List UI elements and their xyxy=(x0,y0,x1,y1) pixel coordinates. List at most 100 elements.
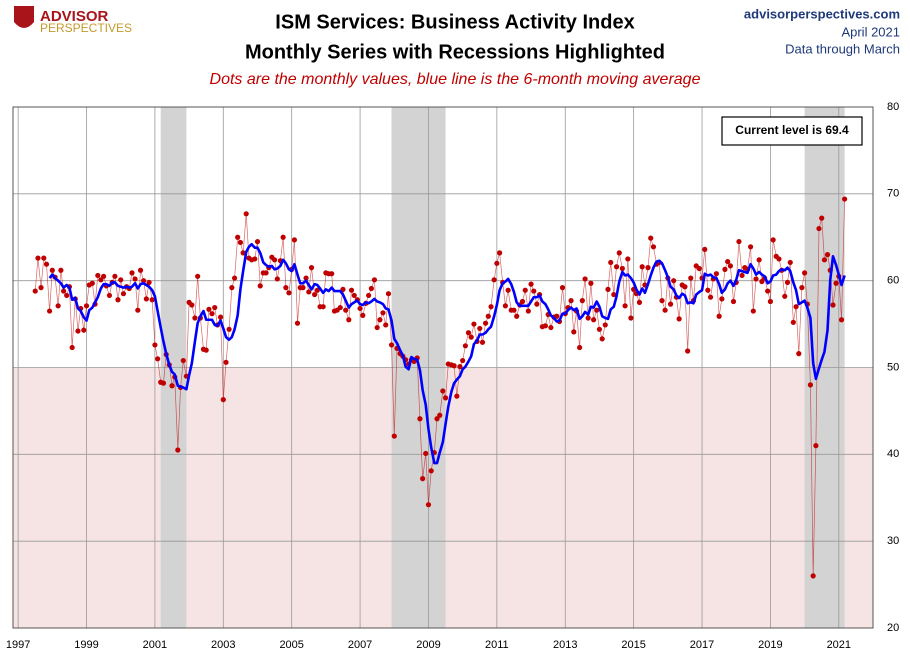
data-point xyxy=(554,313,560,319)
data-point xyxy=(599,336,605,342)
y-tick-label: 20 xyxy=(887,622,899,634)
data-point xyxy=(810,573,816,579)
data-point xyxy=(112,273,118,279)
data-point xyxy=(496,250,503,256)
data-point xyxy=(118,277,124,283)
data-point xyxy=(821,257,828,263)
data-point xyxy=(428,468,434,474)
data-point xyxy=(274,276,280,282)
data-point xyxy=(511,307,517,313)
data-point xyxy=(488,304,494,310)
data-point xyxy=(226,326,232,332)
data-point xyxy=(115,297,121,303)
data-point xyxy=(682,284,688,290)
data-point xyxy=(816,225,822,232)
data-point xyxy=(169,383,175,389)
data-point xyxy=(460,357,466,364)
source-date: April 2021 xyxy=(841,24,900,39)
data-point xyxy=(502,303,509,309)
data-point xyxy=(747,244,754,250)
data-point xyxy=(716,313,722,319)
data-point xyxy=(568,298,574,304)
data-point xyxy=(175,447,181,453)
data-point xyxy=(81,327,87,333)
data-point xyxy=(271,257,278,263)
data-point xyxy=(58,267,64,273)
data-point xyxy=(141,278,147,284)
data-point xyxy=(611,291,617,298)
y-tick-label: 40 xyxy=(887,448,899,460)
data-point xyxy=(559,285,566,291)
data-point xyxy=(782,293,788,299)
data-point xyxy=(608,259,614,266)
data-point xyxy=(320,304,326,310)
data-point xyxy=(340,286,346,292)
data-point xyxy=(46,308,53,314)
data-point xyxy=(43,261,50,267)
data-point xyxy=(479,339,486,345)
data-point xyxy=(283,285,289,291)
data-point xyxy=(368,285,374,292)
data-point xyxy=(462,343,468,349)
data-point xyxy=(366,292,372,299)
data-point xyxy=(531,288,537,294)
data-point xyxy=(534,301,540,307)
data-point xyxy=(240,250,246,256)
data-point xyxy=(485,313,491,319)
data-point xyxy=(383,322,389,328)
data-point xyxy=(765,288,771,294)
data-point xyxy=(784,279,791,286)
data-point xyxy=(457,364,463,370)
data-point xyxy=(203,347,209,353)
data-point xyxy=(468,334,474,340)
data-point xyxy=(75,328,81,334)
data-point xyxy=(662,307,668,313)
data-point xyxy=(477,325,483,332)
data-point xyxy=(329,271,335,277)
data-point xyxy=(787,259,793,266)
data-point xyxy=(514,313,520,319)
x-tick-label: 1997 xyxy=(6,639,30,651)
data-point xyxy=(377,317,383,323)
data-point xyxy=(192,315,198,321)
data-point xyxy=(793,304,799,310)
data-point xyxy=(343,307,349,313)
data-point xyxy=(189,302,195,308)
data-point xyxy=(676,316,682,322)
data-point xyxy=(491,277,497,283)
data-point xyxy=(61,288,67,294)
data-point xyxy=(291,237,298,243)
data-point xyxy=(685,348,691,354)
data-point xyxy=(759,278,765,285)
data-point xyxy=(736,238,742,245)
data-point xyxy=(596,326,603,332)
data-point xyxy=(628,315,634,321)
data-point xyxy=(212,304,218,311)
data-point xyxy=(522,287,528,293)
data-point xyxy=(594,307,600,313)
data-point xyxy=(254,238,261,245)
data-point xyxy=(602,322,608,328)
data-point xyxy=(770,237,776,243)
data-point xyxy=(346,317,352,323)
y-tick-label: 70 xyxy=(887,188,899,200)
data-point xyxy=(440,388,446,394)
data-point xyxy=(371,277,378,283)
y-tick-label: 50 xyxy=(887,361,899,373)
data-point xyxy=(229,285,235,291)
data-point xyxy=(237,239,243,246)
data-point xyxy=(294,320,301,326)
x-tick-label: 2007 xyxy=(348,639,372,651)
plot-frame xyxy=(12,106,874,629)
data-point xyxy=(374,324,380,331)
data-point xyxy=(750,308,756,314)
data-point xyxy=(671,278,677,284)
data-point xyxy=(713,271,719,277)
data-point xyxy=(582,276,588,282)
source-site: advisorperspectives.com xyxy=(744,6,900,21)
data-point xyxy=(776,256,782,262)
data-point xyxy=(577,344,583,351)
data-point xyxy=(494,260,500,266)
data-point xyxy=(337,304,343,311)
